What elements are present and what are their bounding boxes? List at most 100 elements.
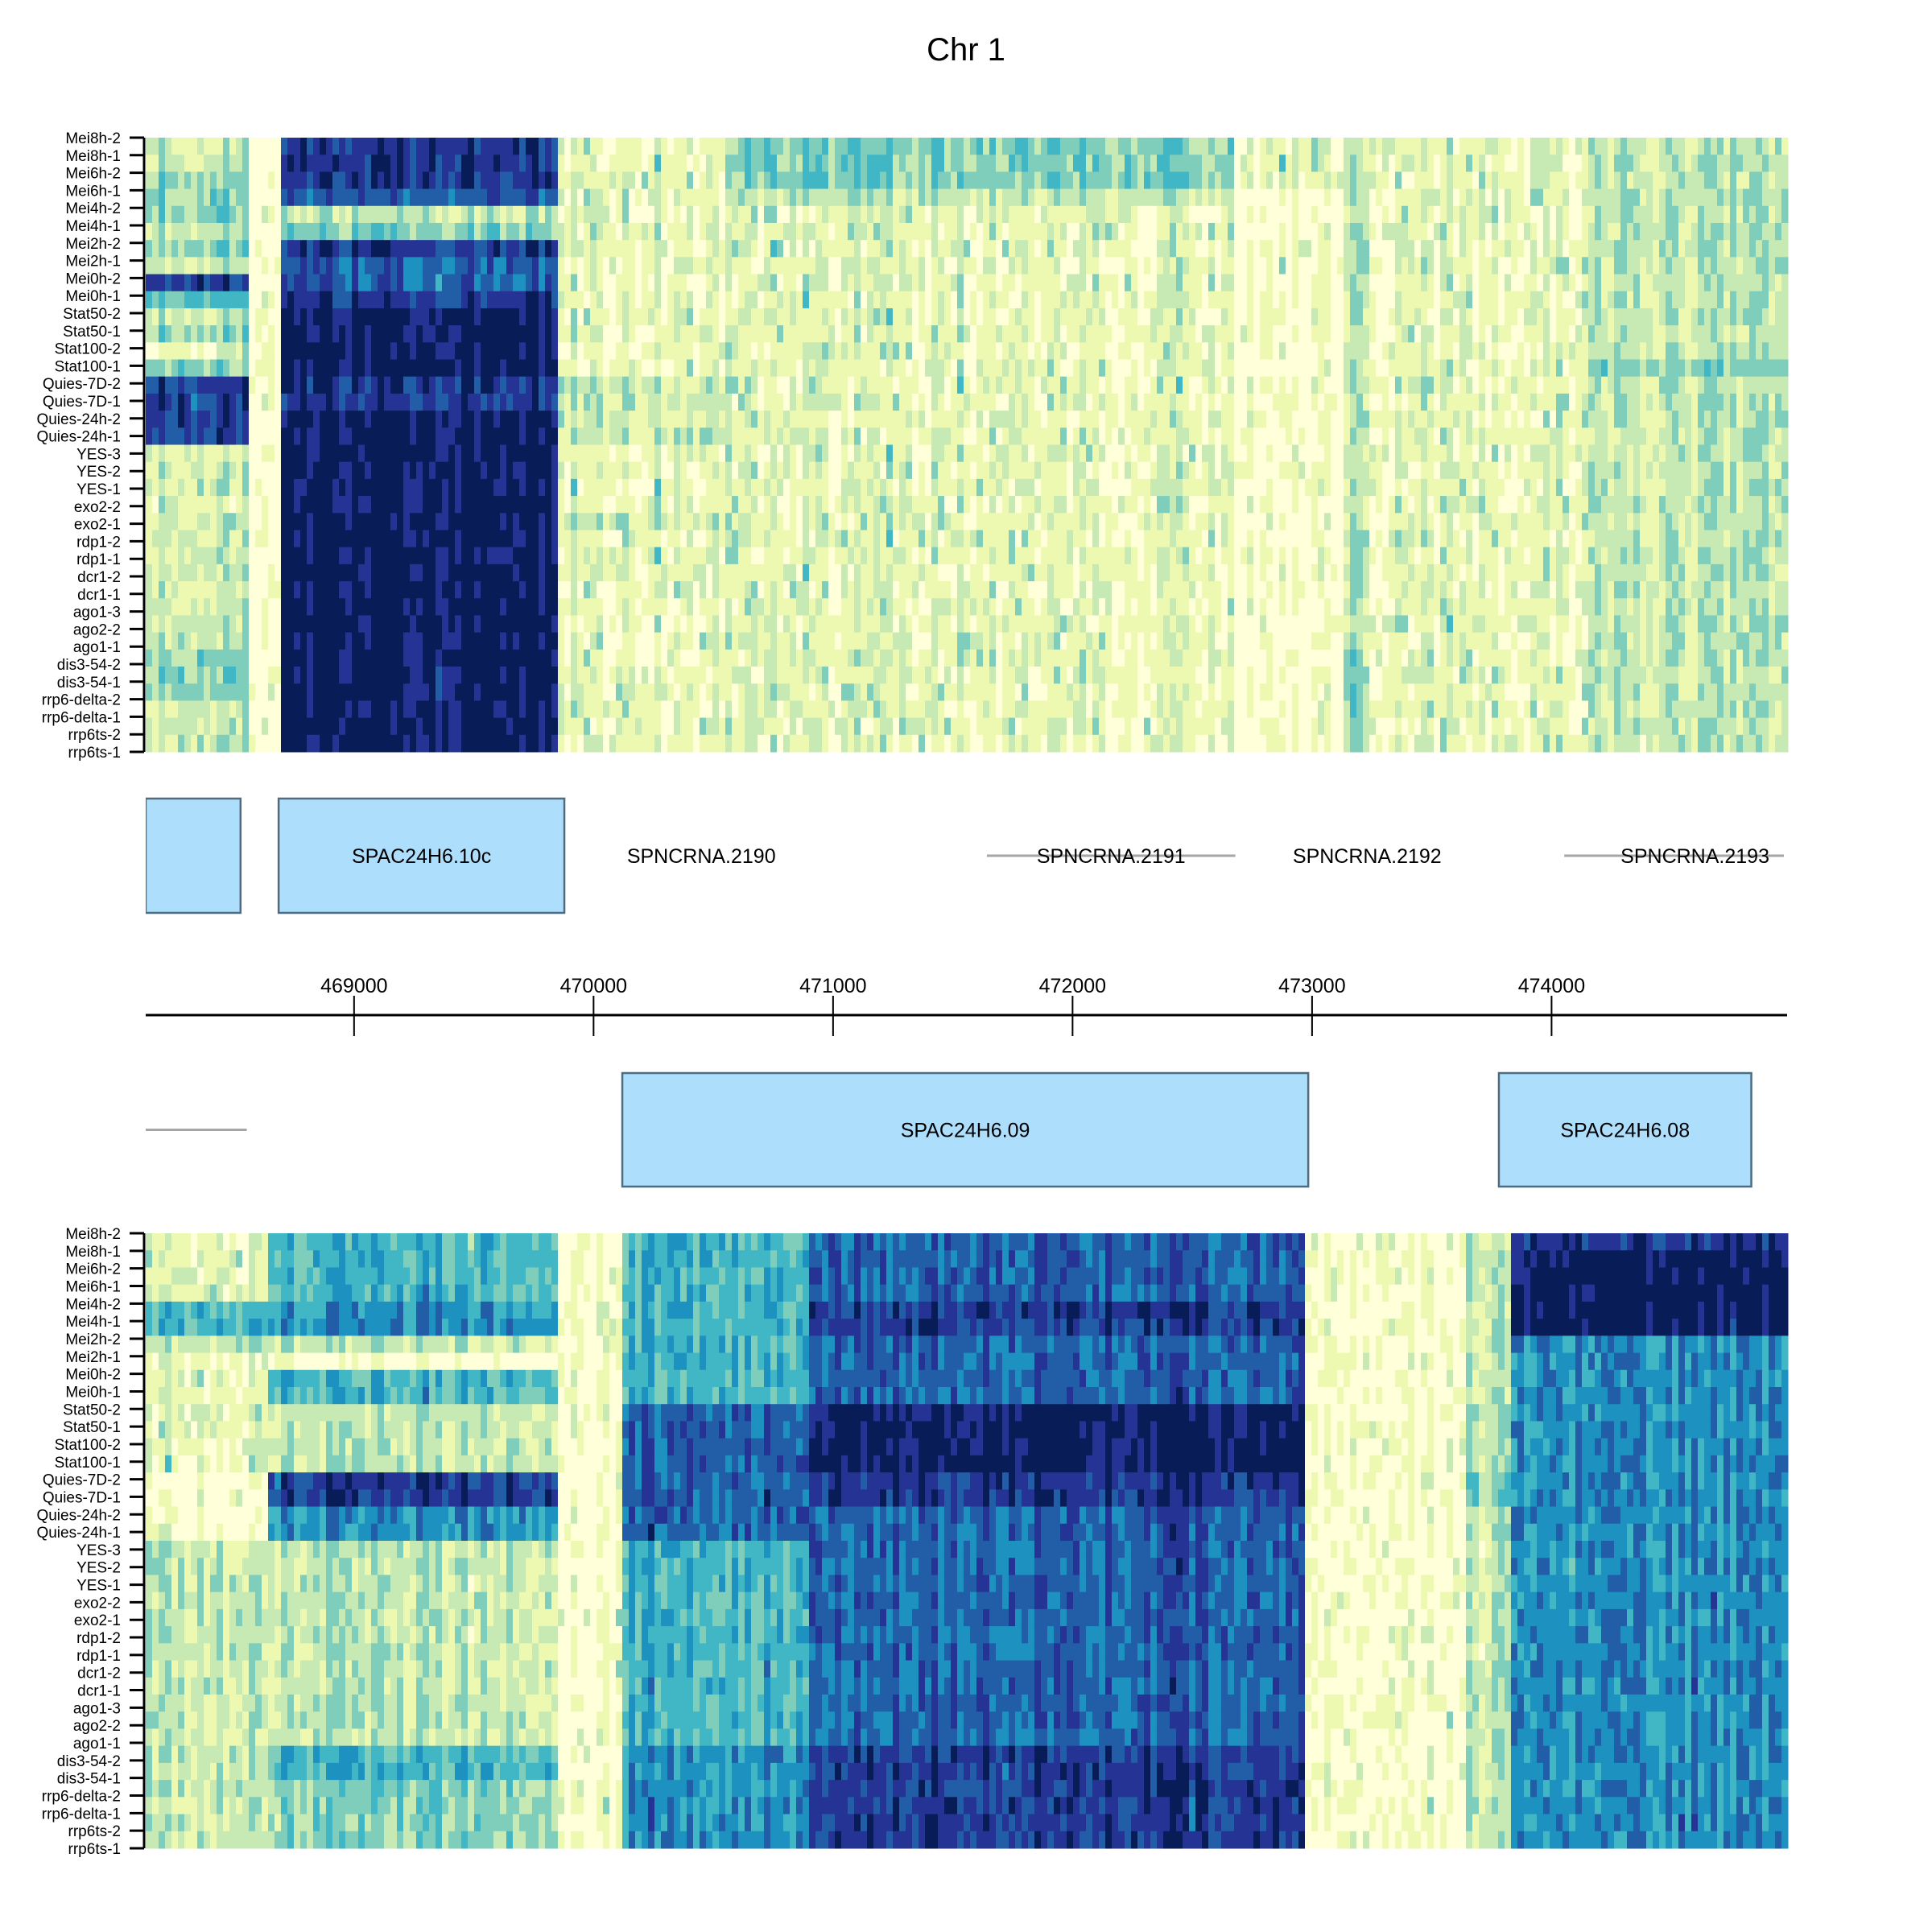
heatmap-cell	[674, 667, 681, 684]
heatmap-cell	[828, 222, 836, 241]
heatmap-cell	[526, 291, 533, 309]
heatmap-cell	[493, 205, 501, 224]
heatmap-cell	[751, 188, 758, 207]
heatmap-cell	[841, 359, 848, 378]
heatmap-cell	[1009, 513, 1016, 530]
heatmap-cell	[938, 461, 945, 480]
heatmap-cell	[738, 138, 745, 155]
heatmap-cell	[938, 734, 945, 753]
heatmap-cell	[468, 274, 475, 292]
heatmap-cell	[217, 632, 224, 650]
heatmap-cell	[590, 171, 597, 190]
heatmap-cell	[796, 667, 803, 684]
heatmap-cell	[931, 291, 939, 309]
heatmap-cell	[352, 188, 359, 207]
heatmap-cell	[307, 240, 314, 258]
heatmap-cell	[281, 615, 288, 634]
heatmap-cell	[320, 411, 327, 428]
heatmap-cell	[481, 222, 488, 241]
heatmap-cell	[146, 257, 153, 275]
heatmap-cell	[197, 564, 204, 582]
heatmap-cell	[519, 649, 526, 667]
heatmap-cell	[597, 615, 604, 634]
heatmap-cell	[262, 444, 269, 463]
heatmap-cell	[886, 393, 894, 411]
heatmap-cell	[165, 205, 172, 224]
heatmap-cell	[983, 222, 990, 241]
heatmap-cell	[970, 564, 977, 582]
heatmap-cell	[622, 444, 630, 463]
heatmap-cell	[584, 598, 591, 616]
heatmap-cell	[719, 171, 726, 190]
heatmap-cell	[674, 138, 681, 155]
heatmap-cell	[584, 444, 591, 463]
heatmap-cell	[777, 598, 784, 616]
heatmap-cell	[345, 478, 353, 497]
heatmap-cell	[448, 717, 456, 736]
heatmap-cell	[725, 325, 733, 343]
heatmap-cell	[654, 342, 662, 361]
heatmap-cell	[275, 461, 282, 480]
heatmap-cell	[899, 530, 906, 548]
heatmap-cell	[159, 257, 166, 275]
heatmap-cell	[809, 411, 816, 428]
heatmap-cell	[609, 240, 617, 258]
heatmap-cell	[725, 700, 733, 719]
heatmap-cell	[178, 240, 185, 258]
heatmap-cell	[590, 257, 597, 275]
heatmap-cell	[893, 359, 900, 378]
heatmap-cell	[474, 496, 481, 514]
heatmap-cell	[893, 717, 900, 736]
heatmap-cell	[719, 547, 726, 565]
heatmap-cell	[976, 393, 984, 411]
heatmap-cell	[687, 155, 694, 172]
heatmap-cell	[275, 683, 282, 701]
heatmap-cell	[751, 461, 758, 480]
heatmap-cell	[693, 734, 700, 753]
heatmap-cell	[597, 257, 604, 275]
heatmap-cell	[493, 393, 501, 411]
heatmap-cell	[899, 188, 906, 207]
heatmap-cell	[390, 513, 398, 530]
heatmap-cell	[442, 359, 449, 378]
heatmap-cell	[822, 615, 829, 634]
heatmap-cell	[603, 734, 610, 753]
heatmap-cell	[706, 171, 713, 190]
heatmap-cell	[468, 667, 475, 684]
heatmap-cell	[854, 581, 861, 599]
heatmap-cell	[1028, 138, 1035, 155]
heatmap-cell	[622, 667, 630, 684]
heatmap-cell	[506, 683, 514, 701]
heatmap-cell	[384, 667, 391, 684]
heatmap-cell	[777, 240, 784, 258]
heatmap-cell	[178, 444, 185, 463]
heatmap-cell	[970, 274, 977, 292]
heatmap-cell	[629, 342, 636, 361]
heatmap-cell	[770, 427, 778, 445]
heatmap-cell	[590, 291, 597, 309]
heatmap-cell	[635, 581, 642, 599]
heatmap-cell	[912, 700, 919, 719]
heatmap-cell	[815, 564, 823, 582]
heatmap-cell	[1028, 683, 1035, 701]
heatmap-cell	[223, 359, 230, 378]
heatmap-cell	[803, 138, 810, 155]
heatmap-cell	[848, 240, 855, 258]
heatmap-cell	[803, 683, 810, 701]
heatmap-cell	[989, 291, 997, 309]
heatmap-cell	[255, 530, 262, 548]
heatmap-cell	[481, 700, 488, 719]
heatmap-cell	[545, 530, 552, 548]
heatmap-cell	[854, 667, 861, 684]
heatmap-cell	[629, 564, 636, 582]
heatmap-cell	[635, 734, 642, 753]
heatmap-cell	[152, 308, 159, 326]
heatmap-cell	[732, 598, 739, 616]
heatmap-cell	[861, 444, 868, 463]
heatmap-cell	[1022, 461, 1029, 480]
heatmap-cell	[468, 598, 475, 616]
heatmap-cell	[229, 325, 237, 343]
heatmap-cell	[667, 581, 675, 599]
heatmap-cell	[249, 359, 256, 378]
heatmap-cell	[378, 547, 385, 565]
